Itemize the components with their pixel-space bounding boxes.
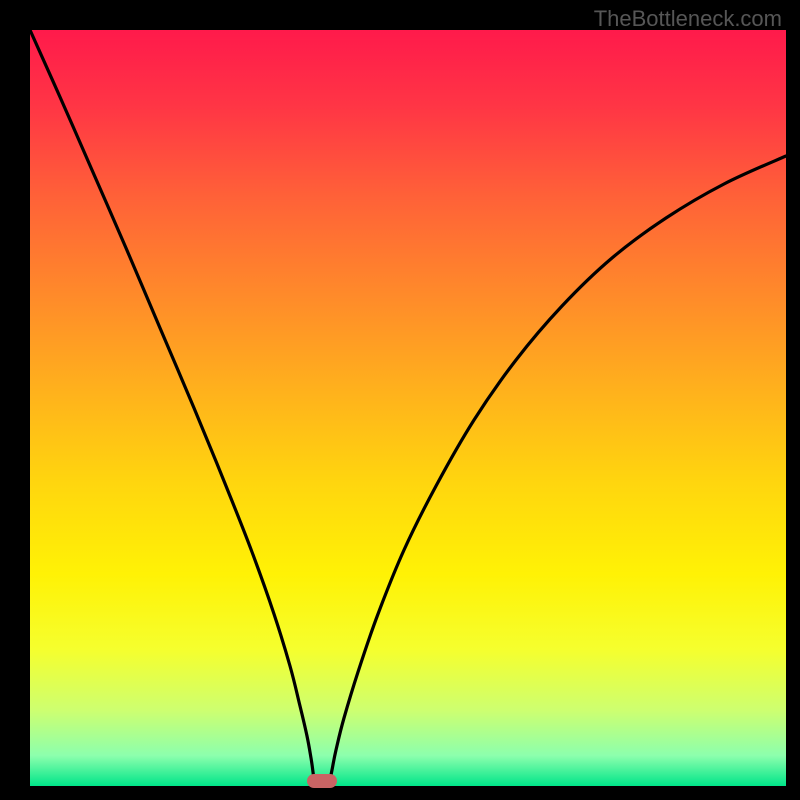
watermark-text: TheBottleneck.com — [594, 6, 782, 32]
chart-canvas: TheBottleneck.com — [0, 0, 800, 800]
bottleneck-curve — [0, 0, 800, 800]
bottleneck-marker — [307, 774, 337, 788]
